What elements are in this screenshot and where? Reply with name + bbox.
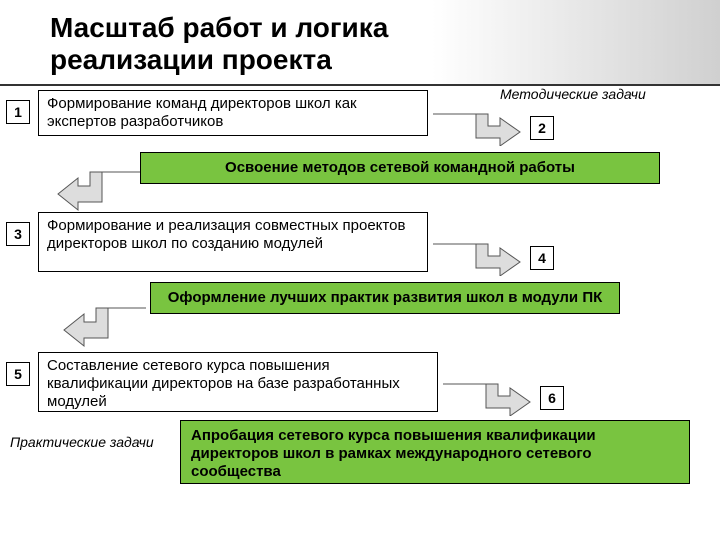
box-1: Формирование команд директоров школ как …: [38, 90, 428, 136]
arrow-1-2: [428, 106, 528, 146]
num-4: 4: [530, 246, 554, 270]
page-title: Масштаб работ и логика реализации проект…: [50, 12, 680, 76]
box-2: Освоение методов сетевой командной работ…: [140, 152, 660, 184]
arrow-2-3: [50, 168, 150, 212]
arrow-5-6: [438, 376, 538, 416]
box-3: Формирование и реализация совместных про…: [38, 212, 428, 272]
num-2: 2: [530, 116, 554, 140]
title-line-2: реализации проекта: [50, 44, 332, 75]
num-3: 3: [6, 222, 30, 246]
num-6: 6: [540, 386, 564, 410]
num-5: 5: [6, 362, 30, 386]
box-4: Оформление лучших практик развития школ …: [150, 282, 620, 314]
diagram-area: 1 Формирование команд директоров школ ка…: [0, 86, 720, 526]
label-method: Методические задачи: [500, 86, 646, 102]
title-line-1: Масштаб работ и логика: [50, 12, 388, 43]
arrow-4-5: [56, 304, 156, 348]
num-1: 1: [6, 100, 30, 124]
label-practice: Практические задачи: [10, 434, 154, 450]
arrow-3-4: [428, 236, 528, 276]
box-6: Апробация сетевого курса повышения квали…: [180, 420, 690, 484]
box-5: Составление сетевого курса повышения ква…: [38, 352, 438, 412]
header: Масштаб работ и логика реализации проект…: [0, 0, 720, 86]
